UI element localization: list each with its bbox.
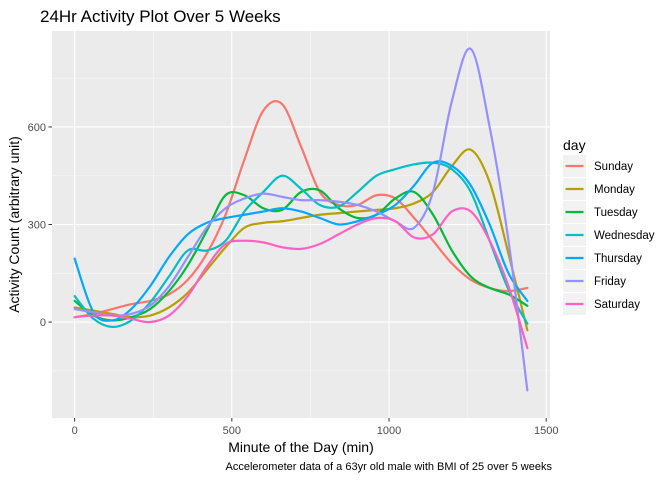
series-line-monday [73, 148, 529, 332]
chart-caption: Accelerometer data of a 63yr old male wi… [226, 461, 553, 473]
legend-label-thursday: Thursday [594, 253, 642, 265]
legend-title: day [563, 137, 586, 153]
legend-label-wednesday: Wednesday [594, 230, 655, 242]
y-tick-label: 0 [40, 317, 46, 329]
legend: day Sunday Monday Tuesday Wednesday Thursday… [563, 137, 655, 315]
x-tick-label: 1500 [534, 425, 558, 437]
x-tick-label: 500 [223, 425, 241, 437]
y-tick-label: 600 [28, 122, 46, 134]
x-axis-title: Minute of the Day (min) [228, 439, 374, 455]
series-line-saturday [73, 207, 529, 350]
y-tick-label: 300 [28, 220, 46, 232]
x-tick-label: 1000 [377, 425, 401, 437]
series-line-friday [73, 47, 529, 392]
x-tick-label: 0 [72, 425, 78, 437]
legend-label-saturday: Saturday [594, 299, 640, 311]
legend-label-monday: Monday [594, 184, 635, 196]
legend-label-tuesday: Tuesday [594, 207, 638, 219]
series-line-thursday [73, 160, 529, 322]
axis-ticks: 0 500 1000 1500 0 300 600 [28, 122, 559, 437]
gridlines [52, 31, 550, 418]
series-line-wednesday [73, 161, 529, 329]
legend-label-sunday: Sunday [594, 161, 633, 173]
legend-label-friday: Friday [594, 276, 626, 288]
series-lines [73, 47, 529, 392]
series-line-tuesday [73, 187, 529, 322]
chart-title: 24Hr Activity Plot Over 5 Weeks [40, 7, 281, 26]
y-axis-title: Activity Count (arbitrary unit) [6, 136, 22, 313]
